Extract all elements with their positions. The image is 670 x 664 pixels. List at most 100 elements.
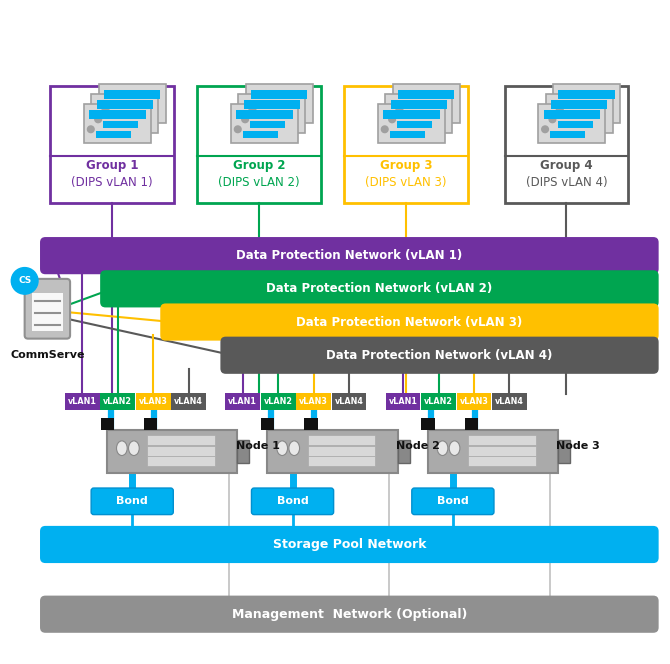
Circle shape xyxy=(249,106,256,113)
Bar xyxy=(147,446,215,456)
Ellipse shape xyxy=(289,441,299,456)
FancyBboxPatch shape xyxy=(40,526,659,563)
Text: vLAN1: vLAN1 xyxy=(228,397,257,406)
Text: vLAN2: vLAN2 xyxy=(103,397,133,406)
Ellipse shape xyxy=(438,441,448,456)
Circle shape xyxy=(94,116,101,123)
Circle shape xyxy=(242,116,249,123)
Bar xyxy=(147,456,215,466)
FancyBboxPatch shape xyxy=(220,337,659,374)
FancyBboxPatch shape xyxy=(50,86,174,203)
Bar xyxy=(251,90,308,99)
Bar xyxy=(100,393,135,410)
FancyBboxPatch shape xyxy=(40,596,659,633)
Text: Management  Network (Optional): Management Network (Optional) xyxy=(232,608,467,621)
Text: (DIPS vLAN 4): (DIPS vLAN 4) xyxy=(526,176,607,189)
Bar xyxy=(92,94,158,133)
Bar xyxy=(405,112,440,118)
Circle shape xyxy=(549,116,555,123)
Text: vLAN4: vLAN4 xyxy=(495,397,524,406)
Text: Data Protection Network (vLAN 4): Data Protection Network (vLAN 4) xyxy=(326,349,553,362)
Text: Data Protection Network (vLAN 1): Data Protection Network (vLAN 1) xyxy=(237,249,462,262)
Circle shape xyxy=(11,268,38,294)
Bar xyxy=(261,393,295,410)
Bar xyxy=(111,112,145,118)
FancyBboxPatch shape xyxy=(100,270,659,307)
FancyBboxPatch shape xyxy=(198,86,321,203)
Bar xyxy=(557,122,592,128)
Text: vLAN4: vLAN4 xyxy=(334,397,363,406)
Ellipse shape xyxy=(277,441,287,456)
Text: Group 1: Group 1 xyxy=(86,159,139,172)
Bar xyxy=(237,440,249,463)
Bar xyxy=(251,122,285,128)
Bar xyxy=(332,393,366,410)
Text: vLAN3: vLAN3 xyxy=(139,397,168,406)
Bar xyxy=(246,84,313,123)
Text: (DIPS vLAN 3): (DIPS vLAN 3) xyxy=(365,176,447,189)
Bar xyxy=(558,90,614,99)
Text: CS: CS xyxy=(18,276,31,286)
Bar xyxy=(304,418,318,430)
Bar xyxy=(243,131,278,138)
Bar xyxy=(144,418,157,430)
Bar xyxy=(107,430,237,473)
Bar xyxy=(539,104,605,143)
Bar xyxy=(383,110,440,119)
Circle shape xyxy=(542,126,549,133)
Bar xyxy=(65,393,100,410)
Bar xyxy=(267,430,398,473)
Bar xyxy=(244,100,300,109)
Bar xyxy=(393,84,460,123)
Bar xyxy=(225,393,260,410)
Text: Data Protection Network (vLAN 2): Data Protection Network (vLAN 2) xyxy=(266,282,492,295)
Bar xyxy=(468,435,535,445)
FancyBboxPatch shape xyxy=(251,488,334,515)
Text: Bond: Bond xyxy=(117,496,148,507)
FancyBboxPatch shape xyxy=(505,86,628,203)
FancyBboxPatch shape xyxy=(40,237,659,274)
Circle shape xyxy=(88,126,94,133)
Text: Bond: Bond xyxy=(277,496,308,507)
Text: CommServe: CommServe xyxy=(10,350,84,360)
Text: vLAN2: vLAN2 xyxy=(424,397,453,406)
Bar xyxy=(391,100,447,109)
FancyBboxPatch shape xyxy=(160,303,659,341)
Bar xyxy=(468,446,535,456)
Bar xyxy=(308,446,375,456)
Bar xyxy=(136,393,171,410)
Bar xyxy=(465,418,478,430)
Bar xyxy=(421,393,456,410)
Bar xyxy=(428,430,558,473)
Text: (DIPS vLAN 2): (DIPS vLAN 2) xyxy=(218,176,300,189)
Text: Group 2: Group 2 xyxy=(233,159,285,172)
Bar xyxy=(421,418,435,430)
Ellipse shape xyxy=(129,441,139,456)
Bar xyxy=(551,131,585,138)
Bar xyxy=(390,131,425,138)
Ellipse shape xyxy=(449,441,460,456)
Circle shape xyxy=(389,116,395,123)
Bar xyxy=(32,293,63,331)
Text: Storage Pool Network: Storage Pool Network xyxy=(273,538,426,551)
Bar xyxy=(308,435,375,445)
Text: vLAN2: vLAN2 xyxy=(264,397,293,406)
Text: vLAN1: vLAN1 xyxy=(68,397,97,406)
Bar xyxy=(308,456,375,466)
Bar xyxy=(90,110,145,119)
Text: Group 4: Group 4 xyxy=(540,159,593,172)
Bar xyxy=(258,112,293,118)
Text: Group 3: Group 3 xyxy=(380,159,432,172)
Circle shape xyxy=(381,126,388,133)
Bar xyxy=(84,104,151,143)
Bar xyxy=(96,131,131,138)
Text: Node 2: Node 2 xyxy=(396,441,440,452)
Bar xyxy=(100,418,114,430)
Text: vLAN4: vLAN4 xyxy=(174,397,203,406)
Bar xyxy=(553,84,620,123)
Text: vLAN3: vLAN3 xyxy=(460,397,488,406)
Text: Bond: Bond xyxy=(437,496,469,507)
FancyBboxPatch shape xyxy=(91,488,174,515)
Bar xyxy=(378,104,445,143)
Circle shape xyxy=(396,106,403,113)
